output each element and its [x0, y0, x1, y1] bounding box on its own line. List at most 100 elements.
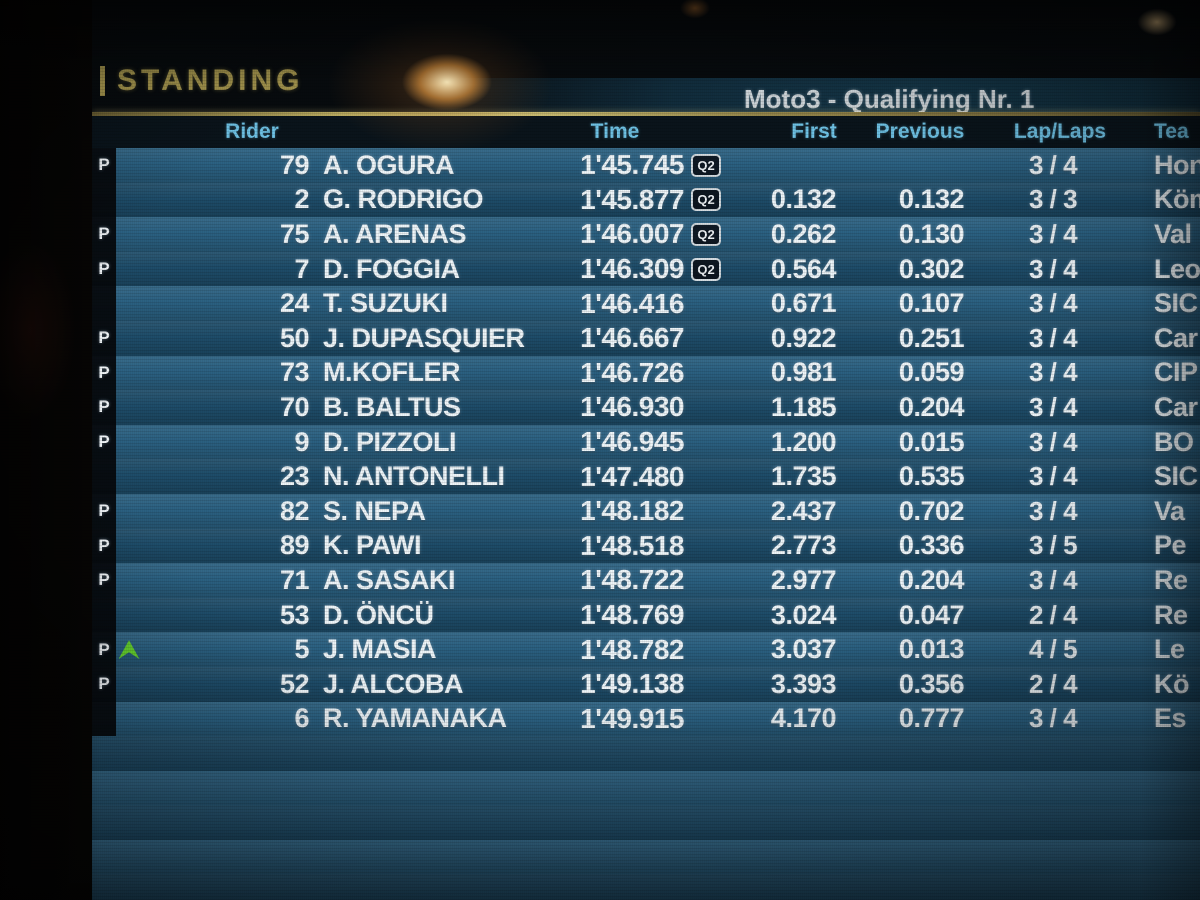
standings-table: P 79 A. OGURA 1'45.745 Q2 3 / 4 Hon 2 G. RODRIGO…: [92, 148, 1200, 900]
lap-time: 1'48.182: [580, 495, 684, 527]
rider-name: A. OGURA: [323, 149, 455, 180]
lap-count: 3 / 4: [1028, 703, 1078, 734]
column-header-time: Time: [590, 120, 640, 143]
gap-first: 2.437: [770, 495, 837, 526]
rider-number: 79: [279, 149, 310, 180]
arrow-cell: [116, 356, 142, 391]
team-name: Hon: [1154, 149, 1200, 180]
arrow-cell: [116, 563, 142, 598]
lap-count: 3 / 4: [1028, 149, 1078, 180]
lap-time: 1'46.667: [580, 322, 684, 354]
lap-count: 2 / 4: [1028, 668, 1078, 699]
gap-first: 3.037: [770, 634, 837, 665]
gap-previous: 0.132: [898, 184, 965, 215]
lap-count: 3 / 4: [1028, 391, 1078, 422]
table-row: P 52 J. ALCOBA 1'49.138 3.393 0.356 2 / 4 Kö: [92, 666, 1200, 702]
rider-number: 53: [279, 599, 310, 630]
rider-number: 9: [294, 426, 309, 457]
team-name: Val: [1154, 218, 1192, 249]
rider-number: 70: [279, 391, 310, 422]
team-name: Re: [1154, 564, 1188, 595]
rider-name: D. ÖNCÜ: [323, 599, 434, 630]
gap-first: 0.132: [770, 184, 837, 215]
rider-name: D. FOGGIA: [323, 253, 460, 284]
gap-previous: 0.013: [898, 634, 965, 665]
q2-badge: Q2: [691, 257, 721, 281]
lap-time: 1'45.877: [580, 183, 684, 215]
lap-time: 1'47.480: [580, 460, 684, 492]
lap-time: 1'46.416: [580, 287, 684, 319]
rider-name: G. RODRIGO: [323, 184, 484, 215]
column-header-rider: Rider: [225, 120, 279, 143]
table-row: P 89 K. PAWI 1'48.518 2.773 0.336 3 / 5 Pe: [92, 528, 1200, 564]
rider-name: B. BALTUS: [323, 391, 461, 422]
lap-count: 3 / 4: [1028, 426, 1078, 457]
lap-count: 3 / 4: [1028, 495, 1078, 526]
pit-indicator: P: [92, 217, 116, 252]
team-name: Re: [1154, 599, 1188, 630]
gap-first: 2.977: [770, 564, 837, 595]
gap-first: 1.200: [770, 426, 837, 457]
lap-time: 1'46.726: [580, 356, 684, 388]
lap-count: 3 / 4: [1028, 357, 1078, 388]
arrow-cell: [116, 148, 142, 183]
gap-previous: 0.336: [898, 530, 965, 561]
empty-row: [92, 805, 1200, 840]
column-header-team: Tea: [1154, 120, 1189, 143]
gap-previous: 0.204: [898, 564, 965, 595]
table-row: P 50 J. DUPASQUIER 1'46.667 0.922 0.251 3 / 4 C…: [92, 320, 1200, 356]
gap-previous: 0.047: [898, 599, 965, 630]
team-name: Car: [1154, 391, 1198, 422]
session-title: Moto3 - Qualifying Nr. 1: [744, 84, 1035, 114]
page-title: STANDING: [100, 62, 303, 100]
pit-indicator: [92, 286, 116, 321]
pit-indicator: P: [92, 390, 116, 425]
lap-count: 3 / 4: [1028, 322, 1078, 353]
table-row: P 5 J. MASIA 1'48.782 3.037 0.013 4 / 5 Le: [92, 632, 1200, 667]
rider-number: 89: [279, 530, 310, 561]
gap-first: 3.024: [770, 599, 837, 630]
gap-previous: 0.059: [898, 357, 965, 388]
gap-previous: 0.251: [898, 322, 965, 353]
table-row: P 70 B. BALTUS 1'46.930 1.185 0.204 3 / 4 Car: [92, 390, 1200, 425]
table-row: 53 D. ÖNCÜ 1'48.769 3.024 0.047 2 / 4 Re: [92, 597, 1200, 633]
rider-name: R. YAMANAKA: [323, 703, 507, 734]
lap-time: 1'48.722: [580, 564, 684, 596]
rider-name: N. ANTONELLI: [323, 461, 505, 492]
table-row: 2 G. RODRIGO 1'45.877 Q2 0.132 0.132 3 / 3 Köm: [92, 182, 1200, 218]
title-bar-decoration: [100, 66, 105, 96]
column-header-first: First: [791, 120, 837, 143]
team-name: Va: [1154, 495, 1185, 526]
rider-number: 2: [294, 184, 309, 215]
lap-time: 1'49.915: [580, 702, 684, 734]
table-row: P 7 D. FOGGIA 1'46.309 Q2 0.564 0.302 3 / 4 Leo: [92, 251, 1200, 287]
team-name: CIP: [1154, 357, 1198, 388]
rider-number: 73: [279, 357, 310, 388]
table-row: 23 N. ANTONELLI 1'47.480 1.735 0.535 3 / 4 SIC: [92, 459, 1200, 494]
arrow-cell: [116, 252, 142, 287]
lap-time: 1'45.745: [580, 149, 684, 181]
arrow-cell: [116, 667, 142, 702]
column-header-row: Rider Time First Previous Lap/Laps Tea: [92, 116, 1200, 148]
gap-previous: 0.204: [898, 391, 965, 422]
arrow-cell: [116, 321, 142, 356]
lap-time: 1'46.007: [580, 218, 684, 250]
arrow-cell: [116, 390, 142, 425]
team-name: Kö: [1154, 668, 1190, 699]
team-name: BO: [1154, 426, 1194, 457]
rider-name: J. MASIA: [323, 634, 437, 665]
q2-badge: Q2: [691, 222, 721, 246]
rider-name: A. SASAKI: [323, 564, 456, 595]
team-name: Leo: [1154, 253, 1200, 284]
rider-name: J. ALCOBA: [323, 668, 464, 699]
arrow-cell: [116, 183, 142, 218]
lap-count: 3 / 4: [1028, 461, 1078, 492]
pit-indicator: P: [92, 666, 116, 702]
table-row: P 73 M.KOFLER 1'46.726 0.981 0.059 3 / 4 CIP: [92, 355, 1200, 391]
pit-indicator: P: [92, 493, 116, 529]
gap-first: 0.262: [770, 218, 837, 249]
table-row: 6 R. YAMANAKA 1'49.915 4.170 0.777 3 / 4 Es: [92, 701, 1200, 737]
gap-first: 0.671: [770, 288, 837, 319]
empty-row: [92, 874, 1200, 900]
